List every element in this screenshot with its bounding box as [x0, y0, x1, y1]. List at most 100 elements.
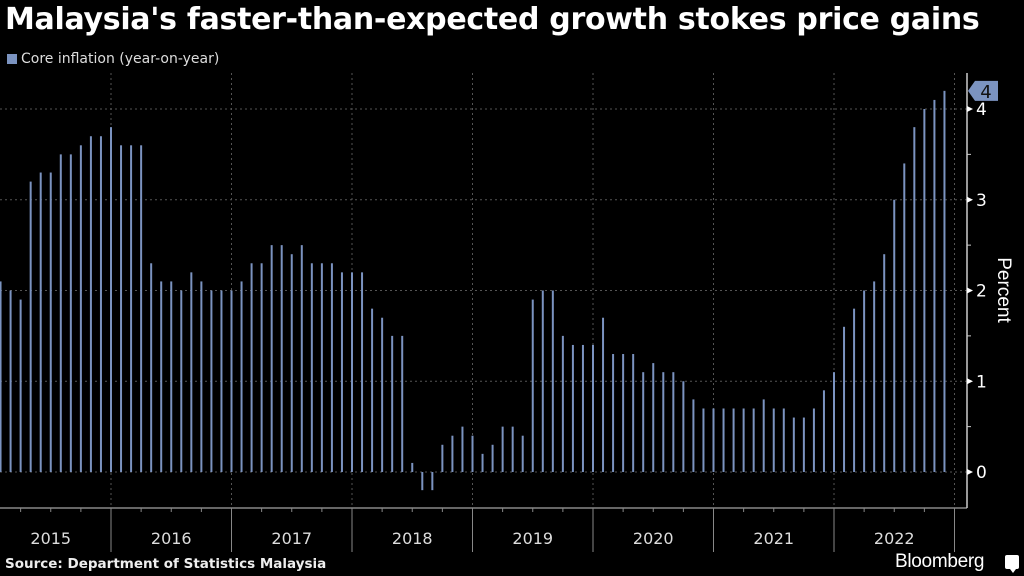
- bar: [180, 290, 183, 472]
- bar: [381, 317, 384, 472]
- legend: Core inflation (year-on-year): [7, 51, 219, 67]
- bar: [531, 299, 534, 472]
- bar: [451, 435, 454, 472]
- bar: [481, 453, 484, 472]
- bar: [190, 272, 193, 472]
- bar: [913, 127, 916, 473]
- gridlines: [0, 73, 967, 508]
- bar: [330, 263, 333, 472]
- bar: [371, 308, 374, 472]
- x-tick-label: 2020: [633, 529, 674, 548]
- bar: [702, 408, 705, 472]
- bar: [612, 354, 615, 472]
- bar: [712, 408, 715, 472]
- bar: [250, 263, 253, 472]
- bar: [521, 435, 524, 472]
- bar: [361, 272, 364, 472]
- bar: [270, 245, 273, 472]
- bar: [310, 263, 313, 472]
- bar: [602, 317, 605, 472]
- bar: [29, 181, 32, 472]
- bar: [49, 172, 52, 472]
- bar: [210, 290, 213, 472]
- bar: [170, 281, 173, 472]
- bar: [883, 254, 886, 472]
- bar: [863, 290, 866, 472]
- bar: [923, 109, 926, 472]
- bar: [69, 154, 72, 472]
- bar: [662, 372, 665, 472]
- bar: [59, 154, 62, 472]
- y-tick-mark: [967, 287, 973, 294]
- bar: [772, 408, 775, 472]
- bar: [260, 263, 263, 472]
- bar: [140, 145, 143, 473]
- bar: [682, 381, 685, 472]
- y-tick-mark: [967, 378, 973, 385]
- bar: [491, 444, 494, 472]
- bar: [411, 462, 414, 472]
- bar: [240, 281, 243, 472]
- y-axis-label: Percent: [993, 257, 1014, 323]
- y-tick-label: 4: [976, 100, 987, 120]
- bar: [471, 435, 474, 472]
- y-tick-mark: [967, 196, 973, 203]
- bar: [903, 163, 906, 472]
- bar: [571, 344, 574, 472]
- bar: [391, 335, 394, 472]
- bar: [742, 408, 745, 472]
- x-tick-label: 2015: [30, 529, 71, 548]
- bar: [541, 290, 544, 472]
- legend-label: Core inflation (year-on-year): [21, 51, 220, 67]
- bar: [9, 290, 12, 472]
- bar: [722, 408, 725, 472]
- last-value-tag: 4: [968, 80, 998, 103]
- x-tick-label: 2018: [392, 529, 433, 548]
- bar: [622, 354, 625, 472]
- bar: [672, 372, 675, 472]
- bar: [581, 344, 584, 472]
- bar: [200, 281, 203, 472]
- chart-title: Malaysia's faster-than-expected growth s…: [5, 2, 980, 37]
- bars: [0, 90, 946, 491]
- bar: [401, 335, 404, 472]
- bar: [642, 372, 645, 472]
- bar: [99, 136, 102, 472]
- bar: [39, 172, 42, 472]
- bar: [160, 281, 163, 472]
- bar: [561, 335, 564, 472]
- bar: [89, 136, 92, 472]
- axes: 2015 2016 2017 2018 2019 2020 2021 2022 0 1 2 3 4: [0, 73, 987, 552]
- bar: [592, 344, 594, 472]
- bar: [652, 363, 655, 472]
- bar: [110, 127, 112, 473]
- bar: [280, 245, 283, 472]
- bar: [130, 145, 133, 473]
- bar: [873, 281, 876, 472]
- bar: [511, 426, 514, 472]
- bloomberg-chat-icon: [1005, 555, 1019, 573]
- bar: [79, 145, 82, 473]
- bar: [762, 399, 765, 472]
- bar: [441, 444, 444, 472]
- y-tick-label: 1: [976, 372, 987, 392]
- bar: [812, 408, 815, 472]
- bar: [752, 408, 755, 472]
- bar: [782, 408, 785, 472]
- last-value-tag-shape: [968, 80, 998, 101]
- bar: [220, 290, 223, 472]
- last-value-tag-label: 4: [980, 82, 991, 103]
- source-note: Source: Department of Statistics Malaysi…: [5, 556, 327, 572]
- legend-swatch: [7, 54, 17, 64]
- bar: [351, 272, 353, 472]
- bar: [150, 263, 153, 472]
- x-tick-label: 2022: [874, 529, 915, 548]
- bar: [340, 272, 343, 472]
- y-tick-mark: [967, 106, 973, 112]
- y-tick-label: 0: [976, 463, 987, 483]
- bar: [19, 299, 22, 472]
- bar: [792, 417, 795, 472]
- x-tick-label: 2017: [271, 529, 312, 548]
- x-tick-label: 2019: [512, 529, 553, 548]
